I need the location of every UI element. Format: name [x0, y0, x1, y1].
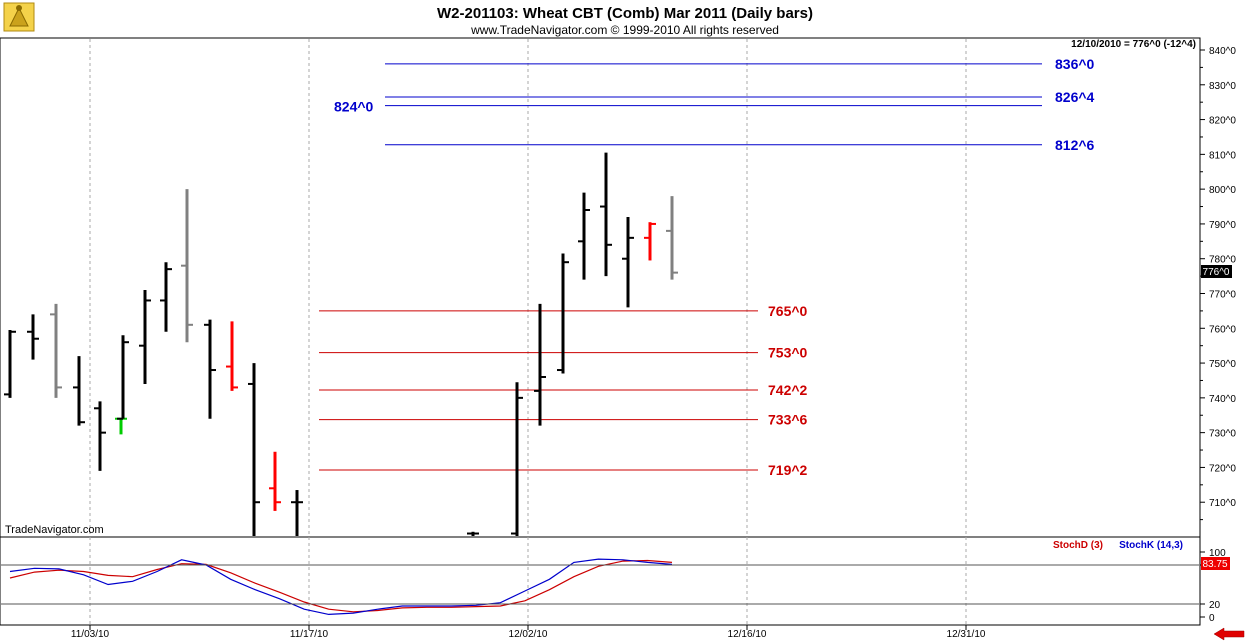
- ohlc-bar: [181, 189, 193, 343]
- ohlc-bar: [50, 303, 62, 398]
- ohlc-bar: [578, 192, 590, 280]
- y-tick-label: 730^0: [1209, 429, 1236, 440]
- y-tick-label: 800^0: [1209, 185, 1236, 196]
- chart-title: W2-201103: Wheat CBT (Comb) Mar 2011 (Da…: [437, 5, 813, 22]
- stoch-panel: [0, 536, 1201, 626]
- level-label: 824^0: [334, 99, 374, 115]
- y-tick-label: 810^0: [1209, 150, 1236, 161]
- last-stoch-label: 83.75: [1202, 559, 1227, 570]
- level-label: 733^6: [768, 412, 808, 428]
- ohlc-bar: [269, 451, 281, 511]
- date-axis: 11/03/10 11/17/10 12/02/10 12/16/10 12/31/10: [71, 625, 986, 640]
- y-tick-label: 720^0: [1209, 463, 1236, 474]
- grid-lines: [89, 39, 967, 624]
- x-tick-label: 11/03/10: [71, 629, 110, 640]
- level-label: 826^4: [1055, 89, 1095, 105]
- x-tick-label: 12/16/10: [728, 629, 767, 640]
- ohlc-bar: [291, 490, 303, 536]
- ohlc-bar: [511, 382, 523, 536]
- ohlc-bar: [204, 319, 216, 419]
- y-tick-label: 710^0: [1209, 498, 1236, 509]
- x-tick-label: 11/17/10: [290, 629, 329, 640]
- last-price-label: 776^0: [1203, 267, 1230, 278]
- ohlc-bar: [248, 363, 260, 536]
- quote-text: 12/10/2010 = 776^0 (-12^4): [1071, 39, 1196, 50]
- ohlc-bar: [139, 290, 151, 384]
- price-panel: [0, 37, 1201, 538]
- y-tick-label: 740^0: [1209, 394, 1236, 405]
- last-stoch-tag: 83.75: [1201, 557, 1230, 570]
- level-label: 719^2: [768, 462, 808, 478]
- x-tick-label: 12/31/10: [947, 629, 986, 640]
- ohlc-bar: [27, 314, 39, 360]
- price-axis: 710^0 720^0 730^0 740^0 750^0 760^0 770^0 780^0…: [1200, 46, 1236, 521]
- ohlc-bar: [644, 222, 656, 261]
- ohlc-bar: [160, 262, 172, 332]
- last-price-tag: 776^0: [1201, 265, 1232, 278]
- scroll-left-arrow-icon[interactable]: [1212, 627, 1246, 641]
- y-tick-label: 790^0: [1209, 220, 1236, 231]
- stochastic-lines: [9, 558, 673, 616]
- y-tick-label: 840^0: [1209, 46, 1236, 57]
- level-lines: 836^0 826^4 824^0 812^6 765^0 753^0 742^2 733^6…: [319, 56, 1095, 478]
- level-label: 742^2: [768, 382, 808, 398]
- ohlc-bar: [622, 216, 634, 308]
- ohlc-bar: [467, 531, 479, 536]
- copyright-text: www.TradeNavigator.com © 1999-2010 All r…: [470, 23, 779, 37]
- y-tick-label: 820^0: [1209, 116, 1236, 127]
- level-label: 753^0: [768, 345, 808, 361]
- trade-navigator-logo[interactable]: [3, 2, 35, 32]
- level-label: 836^0: [1055, 56, 1095, 72]
- y-tick-label: 750^0: [1209, 359, 1236, 370]
- ohlc-bar: [666, 196, 678, 280]
- y-tick-label: 760^0: [1209, 324, 1236, 335]
- ohlc-bar: [600, 152, 612, 277]
- ohlc-bar: [4, 330, 16, 398]
- y-tick-label: 770^0: [1209, 290, 1236, 301]
- legend-stochd: StochD (3): [1053, 540, 1103, 551]
- y-tick-label: 830^0: [1209, 81, 1236, 92]
- ohlc-bar: [117, 335, 129, 420]
- x-tick-label: 12/02/10: [509, 629, 548, 640]
- stoch-y-tick-label: 0: [1209, 613, 1215, 624]
- stoch-y-tick-label: 20: [1209, 600, 1221, 611]
- watermark-text: TradeNavigator.com: [5, 524, 104, 536]
- ohlc-bar: [73, 356, 85, 426]
- level-label: 812^6: [1055, 137, 1095, 153]
- y-tick-label: 780^0: [1209, 255, 1236, 266]
- level-label: 765^0: [768, 303, 808, 319]
- stoch-series-line: [9, 558, 673, 616]
- stoch-y-tick-label: 100: [1209, 548, 1226, 559]
- ohlc-bar: [534, 303, 546, 426]
- stoch-series-line: [9, 559, 673, 613]
- ohlc-bar: [94, 401, 106, 471]
- legend-stochk: StochK (14,3): [1119, 540, 1183, 551]
- ohlc-bar: [557, 253, 569, 374]
- price-bars: [4, 152, 678, 536]
- ohlc-bar: [226, 321, 238, 391]
